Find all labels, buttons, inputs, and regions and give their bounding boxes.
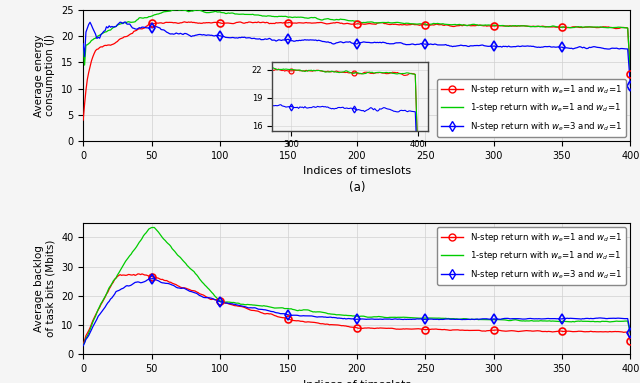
Title: (a): (a) (349, 181, 365, 194)
Y-axis label: Average backlog
of task bits (Mbits): Average backlog of task bits (Mbits) (34, 240, 56, 337)
Legend: N-step return with $w_e$=1 and $w_d$=1, 1-step return with $w_e$=1 and $w_d$=1, : N-step return with $w_e$=1 and $w_d$=1, … (437, 79, 626, 137)
Legend: N-step return with $w_e$=1 and $w_d$=1, 1-step return with $w_e$=1 and $w_d$=1, : N-step return with $w_e$=1 and $w_d$=1, … (437, 227, 626, 285)
X-axis label: Indices of timeslots: Indices of timeslots (303, 380, 411, 383)
Y-axis label: Average energy
consumption (J): Average energy consumption (J) (34, 34, 56, 116)
X-axis label: Indices of timeslots: Indices of timeslots (303, 167, 411, 177)
